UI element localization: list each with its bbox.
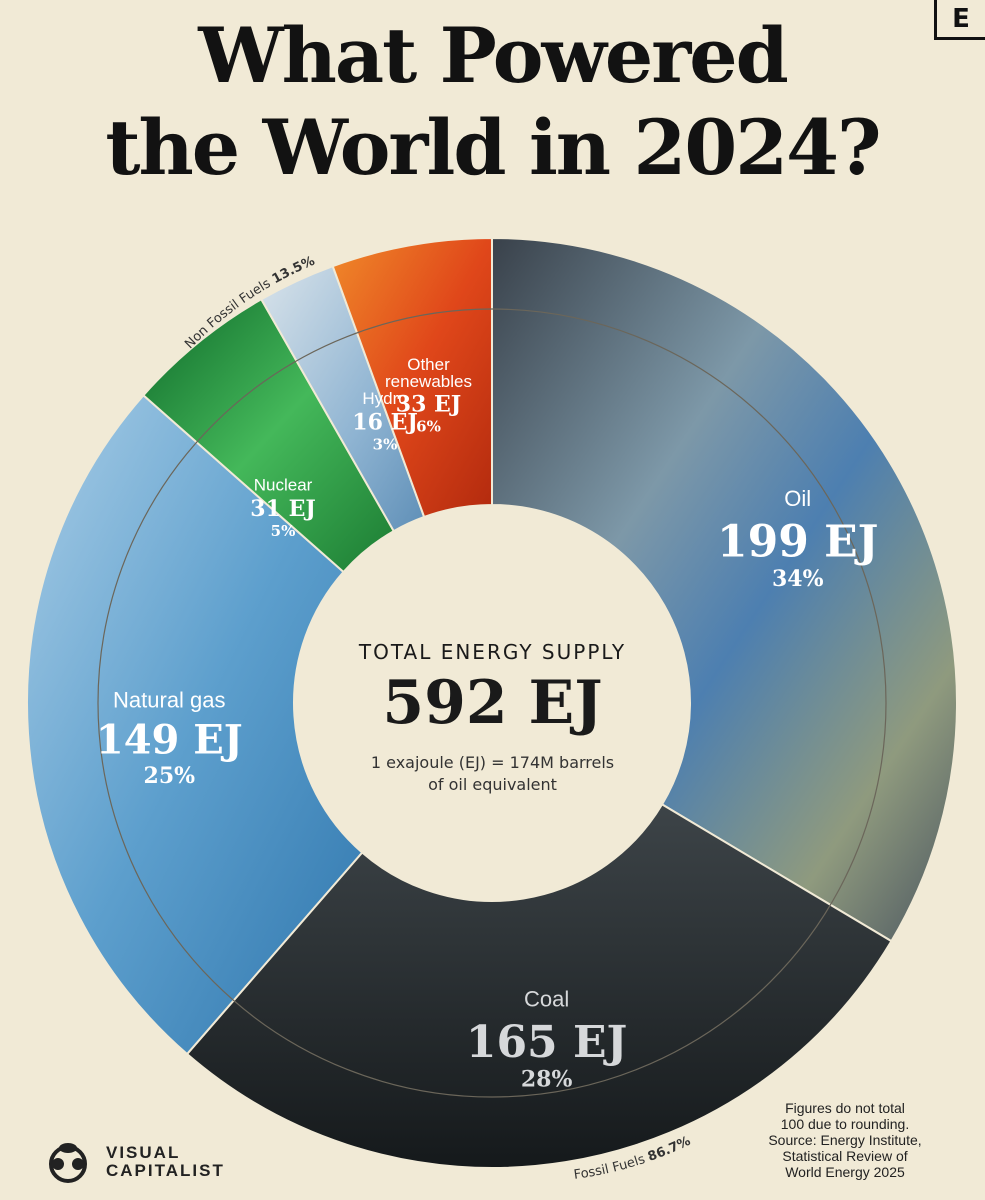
label-name-other-renewables: Other: [407, 355, 450, 374]
segment-coal: [185, 803, 893, 1169]
label-value-natural-gas: 149 EJ: [96, 716, 243, 763]
label-value-nuclear: 31 EJ: [250, 496, 315, 522]
label-value-hydro: 16 EJ: [352, 409, 417, 435]
label-value-coal: 165 EJ: [466, 1017, 628, 1068]
conversion-note: 1 exajoule (EJ) = 174M barrels of oil eq…: [300, 752, 685, 796]
segment-natural-gas: [26, 393, 364, 1056]
brand-badge: E: [934, 0, 985, 40]
footnote-line-2: 100 due to rounding.: [780, 1116, 910, 1132]
source-footnote: Figures do not total 100 due to rounding…: [740, 1100, 950, 1180]
visual-capitalist-logo: VISUAL CAPITALIST: [38, 1140, 225, 1184]
total-value: 592 EJ: [382, 668, 603, 738]
label-pct-hydro: 3%: [373, 436, 398, 454]
label-name-natural-gas: Natural gas: [113, 687, 226, 712]
label-pct-nuclear: 5%: [271, 522, 296, 540]
vc-wordmark: VISUAL CAPITALIST: [106, 1144, 225, 1180]
label-name-coal: Coal: [524, 986, 569, 1011]
footnote-line-3: Source: Energy Institute,: [768, 1132, 922, 1148]
label-pct-oil: 34%: [772, 566, 824, 592]
label-name-oil: Oil: [784, 486, 811, 511]
label-name-hydro: Hydro: [362, 389, 407, 408]
label-value-oil: 199 EJ: [717, 516, 879, 567]
label-name-nuclear: Nuclear: [254, 476, 313, 495]
label-pct-coal: 28%: [521, 1067, 573, 1093]
footnote-line-4: Statistical Review of: [782, 1148, 908, 1164]
label-name-other-renewables: renewables: [385, 372, 472, 391]
vc-mark-icon: [49, 1143, 87, 1183]
conversion-note-line-2: of oil equivalent: [428, 775, 557, 794]
label-pct-other-renewables: 6%: [416, 418, 441, 436]
vc-wordmark-line-2: CAPITALIST: [106, 1161, 225, 1180]
conversion-note-line-1: 1 exajoule (EJ) = 174M barrels: [370, 753, 615, 772]
label-pct-natural-gas: 25%: [144, 763, 196, 789]
segment-oil: [491, 236, 958, 943]
segment-other-renewables: [331, 236, 493, 519]
title-line-1: What Powered: [198, 11, 789, 100]
footnote-line-1: Figures do not total: [785, 1100, 905, 1116]
page-title: What Powered the World in 2024?: [0, 10, 985, 194]
total-label: TOTAL ENERGY SUPPLY: [358, 640, 627, 664]
vc-wordmark-line-1: VISUAL: [106, 1143, 181, 1162]
title-line-2: the World in 2024?: [105, 103, 881, 192]
label-value-other-renewables: 33 EJ: [396, 391, 461, 417]
footnote-line-5: World Energy 2025: [785, 1164, 905, 1180]
